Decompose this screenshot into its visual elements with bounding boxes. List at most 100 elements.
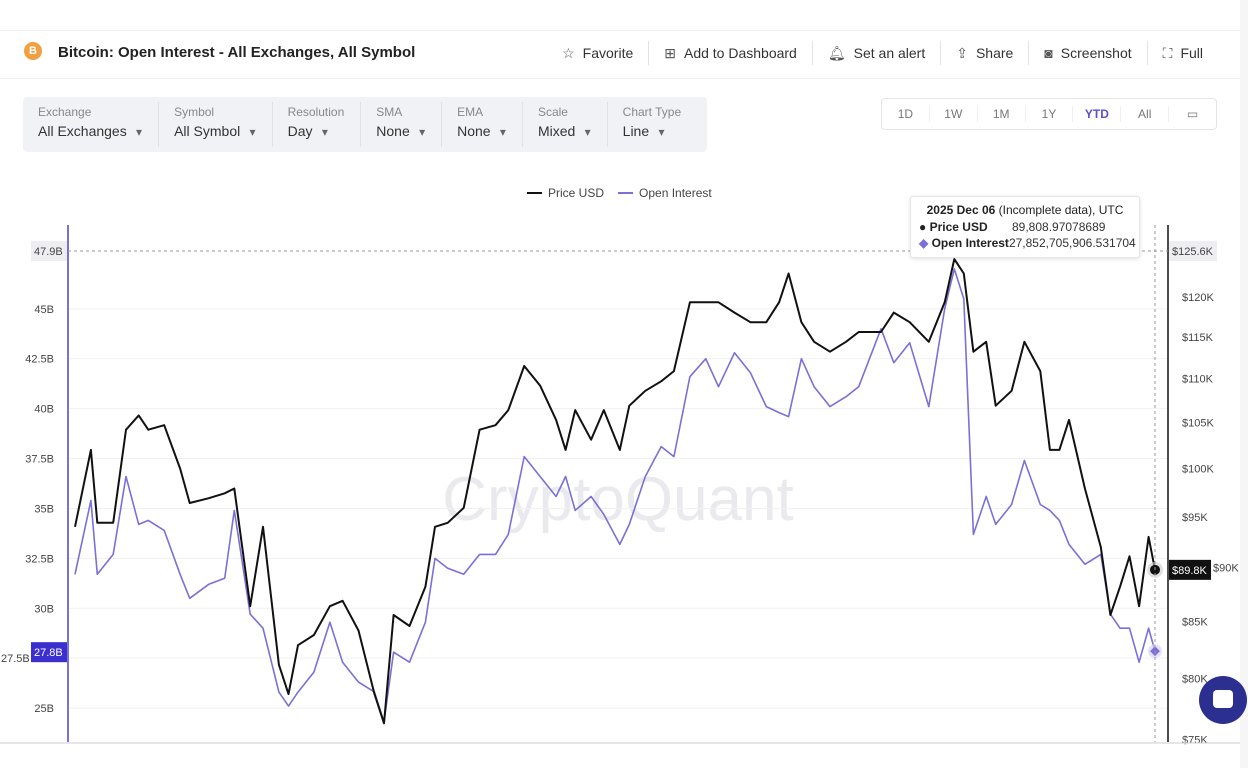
- tooltip-oi-row: ◆ Open Interest 27,852,705,906.531704: [919, 235, 1136, 251]
- range-1y[interactable]: 1Y: [1026, 106, 1074, 122]
- screenshot-label: Screenshot: [1060, 45, 1132, 61]
- right-axis-tick-label: $75K: [1182, 734, 1208, 746]
- header-actions: ☆ Favorite ⊞ Add to Dashboard 🔔︎ Set an ale…: [547, 39, 1218, 67]
- range-all[interactable]: All: [1121, 106, 1170, 122]
- fullscreen-icon: ⛶: [1162, 44, 1173, 61]
- tooltip-oi-value: 27,852,705,906.531704: [1008, 236, 1136, 250]
- range-1m[interactable]: 1M: [978, 106, 1026, 122]
- range-1w[interactable]: 1W: [930, 106, 978, 122]
- calendar-button[interactable]: ▭: [1169, 106, 1216, 122]
- add-to-dashboard-button[interactable]: ⊞ Add to Dashboard: [648, 41, 812, 65]
- chart-type-select[interactable]: Chart Type Line: [608, 102, 697, 147]
- right-axis-tick-label: $105K: [1182, 418, 1214, 430]
- chart-tooltip: 2025 Dec 06 (Incomplete data), UTC ● Pri…: [910, 196, 1140, 258]
- set-alert-label: Set an alert: [853, 45, 926, 61]
- legend-item-open-interest[interactable]: Open Interest: [618, 186, 712, 200]
- legend-item-price[interactable]: Price USD: [527, 186, 604, 200]
- right-crosshair-badge-bg: [1169, 240, 1217, 261]
- symbol-label: Symbol: [174, 105, 215, 119]
- chart-legend: Price USD Open Interest: [527, 186, 726, 200]
- right-axis-tick-label: $100K: [1182, 464, 1214, 476]
- left-crosshair-badge: 47.9B: [34, 246, 63, 258]
- right-axis-tick-label: $120K: [1182, 292, 1214, 304]
- left-crosshair-badge-bg: [31, 240, 67, 261]
- price-current-badge: $89.8K: [1172, 565, 1208, 577]
- favorite-label: Favorite: [582, 45, 634, 61]
- screenshot-button[interactable]: ◙ Screenshot: [1028, 41, 1146, 65]
- oi-current-badge: 27.8B: [34, 647, 63, 659]
- oi-current-badge-bg: [31, 642, 67, 663]
- chat-support-button[interactable]: [1199, 676, 1247, 724]
- right-axis-tick-label: $110K: [1182, 374, 1214, 386]
- left-axis-tick-label: 35B: [34, 503, 54, 515]
- sma-value: None: [376, 123, 425, 139]
- fullscreen-button[interactable]: ⛶ Full: [1146, 41, 1218, 65]
- bitcoin-logo-icon: B: [24, 42, 42, 60]
- ema-value: None: [457, 123, 506, 139]
- symbol-value: All Symbol: [174, 123, 256, 139]
- price-line: [74, 258, 1156, 725]
- right-axis-tick-label: $90K: [1213, 563, 1239, 575]
- right-axis-tick-label: $85K: [1182, 617, 1208, 629]
- left-axis-tick-label: 40B: [34, 404, 54, 416]
- tooltip-date: 2025 Dec 06 (Incomplete data), UTC: [926, 203, 1124, 217]
- dashboard-add-icon: ⊞: [664, 44, 676, 61]
- scale-select[interactable]: Scale Mixed: [523, 102, 608, 147]
- bell-icon: 🔔︎: [827, 44, 846, 61]
- set-alert-button[interactable]: 🔔︎ Set an alert: [811, 41, 940, 65]
- left-axis-tick-label: 37.5B: [25, 454, 54, 466]
- scale-value: Mixed: [538, 123, 591, 139]
- tooltip-price-label: ● Price USD: [919, 220, 988, 234]
- left-axis-tick-label: 32.5B: [25, 553, 54, 565]
- calendar-icon: ▭: [1186, 107, 1199, 121]
- sma-select[interactable]: SMA None: [361, 102, 443, 147]
- left-axis-tick-label: 25B: [34, 703, 54, 715]
- favorite-button[interactable]: ☆ Favorite: [547, 41, 648, 65]
- left-axis-tick-label: 45B: [34, 304, 54, 316]
- resolution-value: Day: [288, 123, 345, 139]
- exchange-value: All Exchanges: [38, 123, 142, 139]
- page-scrollbar[interactable]: [1240, 0, 1248, 768]
- left-axis-tick-label: 27.5B: [1, 653, 30, 665]
- scale-label: Scale: [537, 105, 568, 119]
- right-axis-tick-label: $115K: [1182, 332, 1214, 344]
- chart-type-value: Line: [623, 123, 681, 139]
- page-title: Bitcoin: Open Interest - All Exchanges, …: [58, 44, 416, 61]
- range-1d[interactable]: 1D: [882, 106, 930, 122]
- symbol-select[interactable]: Symbol All Symbol: [159, 102, 273, 147]
- chart-header: B Bitcoin: Open Interest - All Exchanges…: [0, 31, 1240, 79]
- ema-label: EMA: [457, 105, 484, 119]
- top-divider: [0, 30, 1248, 31]
- star-icon: ☆: [562, 44, 575, 61]
- tooltip-oi-label: ◆ Open Interest: [919, 236, 1009, 250]
- right-axis-tick-label: $80K: [1182, 674, 1208, 686]
- exchange-label: Exchange: [38, 105, 92, 119]
- tooltip-price-row: ● Price USD 89,808.97078689: [919, 219, 1131, 235]
- time-range-selector: 1D 1W 1M 1Y YTD All ▭: [881, 98, 1217, 130]
- chart-type-label: Chart Type: [622, 105, 682, 119]
- resolution-select[interactable]: Resolution Day: [273, 102, 362, 147]
- left-axis-tick-label: 42.5B: [25, 354, 54, 366]
- tooltip-price-value: 89,808.97078689: [1012, 220, 1106, 234]
- resolution-label: Resolution: [287, 105, 345, 119]
- ema-select[interactable]: EMA None: [442, 102, 523, 147]
- legend-label-open-interest: Open Interest: [639, 186, 712, 200]
- exchange-select[interactable]: Exchange All Exchanges: [23, 102, 160, 147]
- share-label: Share: [975, 45, 1014, 61]
- legend-label-price: Price USD: [548, 186, 605, 200]
- fullscreen-label: Full: [1180, 45, 1203, 61]
- add-to-dashboard-label: Add to Dashboard: [683, 45, 797, 61]
- camera-icon: ◙: [1044, 45, 1053, 61]
- share-button[interactable]: ⇪ Share: [940, 41, 1028, 65]
- share-icon: ⇪: [956, 44, 968, 61]
- right-crosshair-badge: $125.6K: [1172, 246, 1214, 258]
- range-ytd[interactable]: YTD: [1073, 106, 1122, 122]
- price-current-badge-bg: [1169, 559, 1211, 580]
- watermark-logo: CryptoQuant: [442, 465, 794, 534]
- open-interest-line: [74, 268, 1156, 723]
- sma-label: SMA: [376, 105, 403, 119]
- left-axis-tick-label: 30B: [34, 603, 54, 615]
- chart-settings-toolbar: Exchange All Exchanges Symbol All Symbol R…: [23, 97, 707, 152]
- right-axis-tick-label: $95K: [1182, 512, 1208, 524]
